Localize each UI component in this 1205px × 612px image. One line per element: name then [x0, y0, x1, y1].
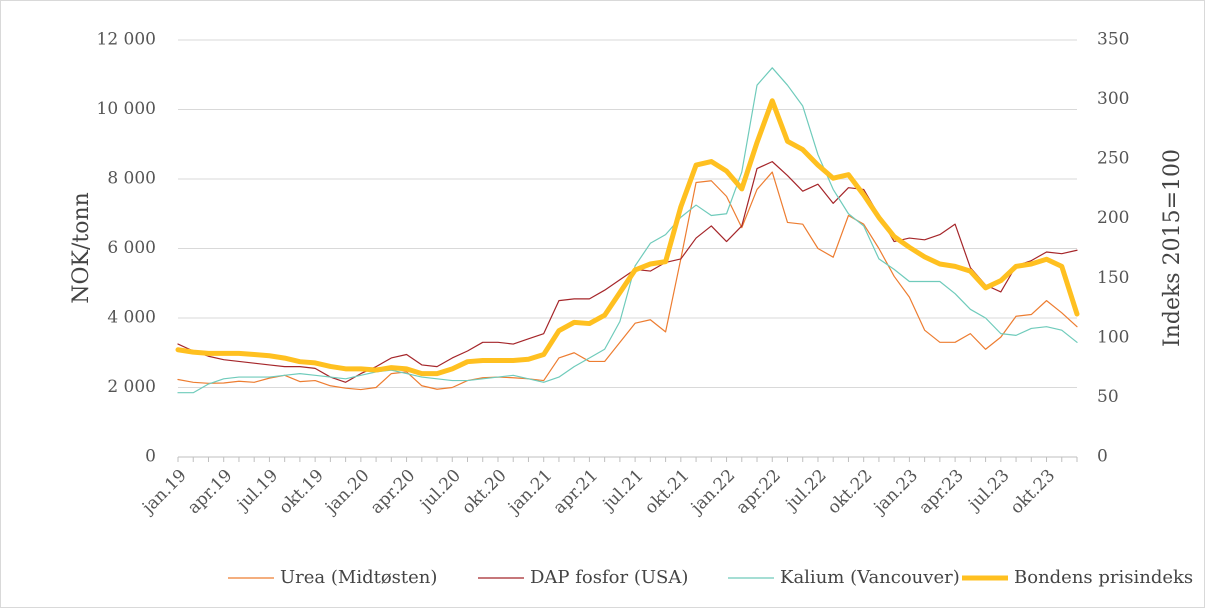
legend-label: Kalium (Vancouver) [780, 567, 960, 588]
y2-tick-label: 350 [1097, 30, 1129, 50]
y2-tick-label: 200 [1097, 208, 1129, 228]
series-line [177, 161, 1078, 383]
y2-tick-label: 0 [1097, 447, 1108, 467]
y2-tick-label: 50 [1097, 387, 1119, 407]
series-line [177, 67, 1078, 394]
y2-tick-label: 250 [1097, 149, 1129, 169]
y-axis-title: NOK/tonn [69, 192, 94, 304]
y-tick-label: 2 000 [107, 377, 156, 397]
y-tick-label: 10 000 [97, 99, 156, 119]
y-tick-label: 8 000 [107, 169, 156, 189]
y2-axis-title: Indeks 2015=100 [1160, 149, 1185, 347]
y2-tick-label: 300 [1097, 89, 1129, 109]
y-tick-label: 12 000 [97, 30, 156, 50]
series-line [177, 171, 1078, 391]
y-tick-label: 4 000 [107, 308, 156, 328]
legend-label: DAP fosfor (USA) [530, 567, 688, 588]
y2-tick-label: 100 [1097, 327, 1129, 347]
series-line [175, 98, 1080, 377]
legend-label: Urea (Midtøsten) [280, 567, 437, 588]
y2-tick-label: 150 [1097, 268, 1129, 288]
y-tick-label: 6 000 [107, 238, 156, 258]
legend-label: Bondens prisindeks [1014, 567, 1193, 588]
y-tick-label: 0 [145, 447, 156, 467]
